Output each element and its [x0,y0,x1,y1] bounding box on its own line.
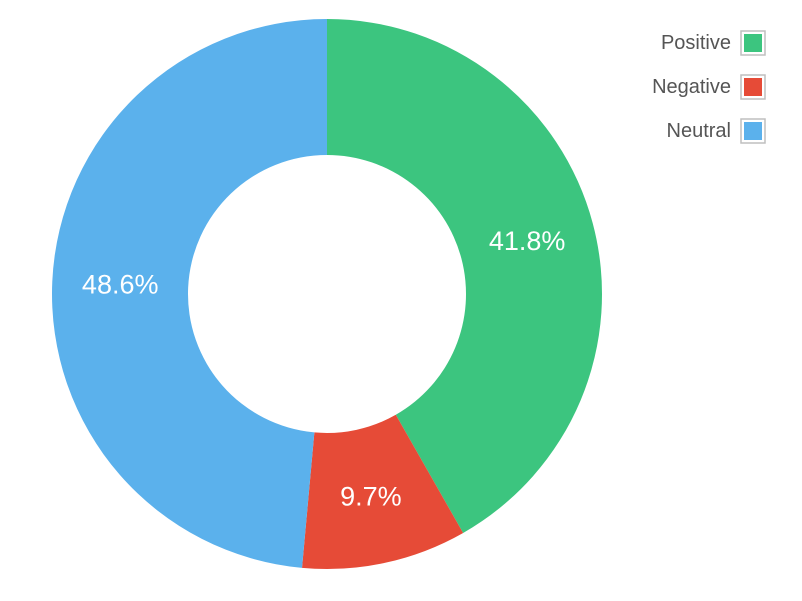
slice-label-negative: 9.7% [340,481,402,511]
donut-slices [52,19,603,569]
slice-labels: 41.8% 9.7% 48.6% [82,226,565,511]
legend-item-neutral: Neutral [667,118,766,144]
slice-label-neutral: 48.6% [82,270,159,300]
legend-swatch-positive [744,34,762,52]
slice-negative [302,414,464,569]
legend-swatch-negative [744,78,762,96]
legend-item-positive: Positive [661,30,766,56]
legend-swatch-neutral [744,122,762,140]
slice-neutral [52,19,327,568]
chart-legend: Positive Negative Neutral [652,30,766,144]
legend-label-negative: Negative [652,76,731,98]
legend-label-positive: Positive [661,32,731,54]
legend-item-negative: Negative [652,74,766,100]
legend-label-neutral: Neutral [667,120,731,142]
slice-label-positive: 41.8% [489,226,566,256]
slice-positive [327,19,603,533]
